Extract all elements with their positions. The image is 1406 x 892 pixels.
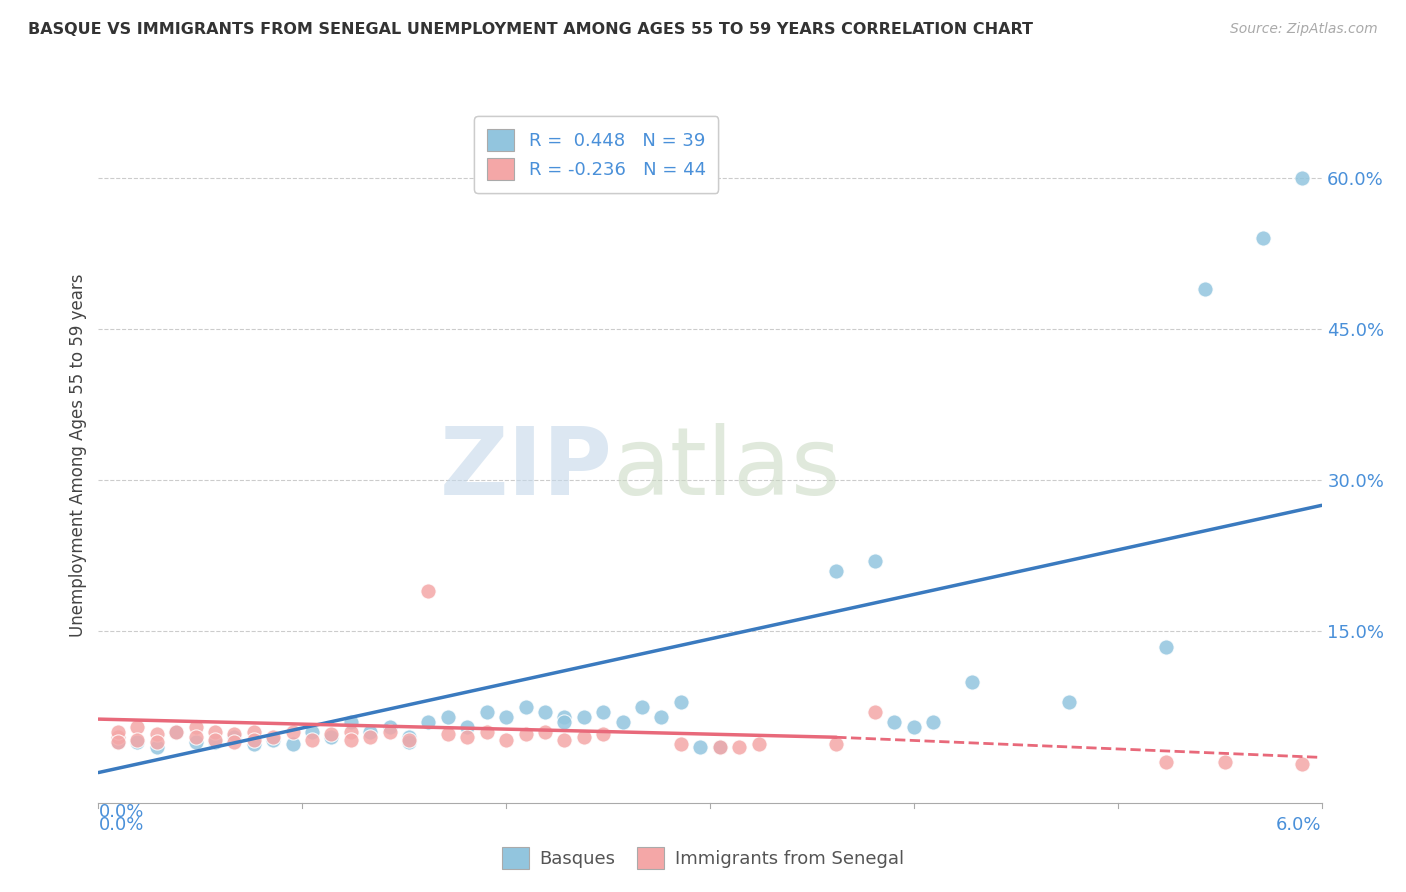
- Point: [145, 740, 167, 755]
- Point: [127, 733, 149, 747]
- Point: [224, 735, 246, 749]
- Point: [224, 727, 246, 741]
- Point: [709, 740, 731, 755]
- Point: [204, 735, 226, 749]
- Point: [1057, 695, 1080, 709]
- Point: [145, 727, 167, 741]
- Point: [863, 705, 886, 719]
- Point: [825, 564, 848, 578]
- Point: [378, 725, 401, 739]
- Point: [475, 705, 498, 719]
- Point: [631, 700, 654, 714]
- Point: [340, 715, 363, 730]
- Point: [184, 720, 207, 734]
- Point: [301, 733, 323, 747]
- Point: [728, 740, 751, 755]
- Point: [1213, 756, 1236, 770]
- Point: [262, 733, 284, 747]
- Legend: R =  0.448   N = 39, R = -0.236   N = 44: R = 0.448 N = 39, R = -0.236 N = 44: [474, 116, 718, 193]
- Point: [107, 735, 129, 749]
- Point: [340, 725, 363, 739]
- Point: [359, 725, 381, 739]
- Point: [107, 735, 129, 749]
- Point: [184, 735, 207, 749]
- Point: [437, 710, 460, 724]
- Point: [1194, 281, 1216, 295]
- Point: [418, 584, 440, 599]
- Point: [475, 725, 498, 739]
- Point: [553, 710, 575, 724]
- Point: [572, 710, 595, 724]
- Point: [863, 554, 886, 568]
- Point: [515, 700, 537, 714]
- Point: [669, 695, 692, 709]
- Point: [456, 731, 478, 745]
- Point: [534, 705, 557, 719]
- Point: [184, 731, 207, 745]
- Point: [553, 715, 575, 730]
- Point: [534, 725, 557, 739]
- Point: [224, 731, 246, 745]
- Point: [165, 725, 187, 739]
- Point: [922, 715, 945, 730]
- Point: [650, 710, 672, 724]
- Point: [301, 725, 323, 739]
- Point: [515, 727, 537, 741]
- Point: [418, 715, 440, 730]
- Point: [709, 740, 731, 755]
- Point: [553, 733, 575, 747]
- Point: [127, 720, 149, 734]
- Point: [592, 727, 614, 741]
- Point: [1291, 170, 1313, 185]
- Point: [321, 727, 343, 741]
- Point: [127, 735, 149, 749]
- Point: [340, 733, 363, 747]
- Point: [204, 733, 226, 747]
- Point: [145, 735, 167, 749]
- Point: [107, 731, 129, 745]
- Text: 0.0%: 0.0%: [98, 803, 143, 821]
- Point: [612, 715, 634, 730]
- Text: BASQUE VS IMMIGRANTS FROM SENEGAL UNEMPLOYMENT AMONG AGES 55 TO 59 YEARS CORRELA: BASQUE VS IMMIGRANTS FROM SENEGAL UNEMPL…: [28, 22, 1033, 37]
- Text: Source: ZipAtlas.com: Source: ZipAtlas.com: [1230, 22, 1378, 37]
- Point: [165, 725, 187, 739]
- Point: [281, 737, 304, 751]
- Point: [495, 710, 517, 724]
- Point: [359, 731, 381, 745]
- Point: [748, 737, 770, 751]
- Point: [107, 725, 129, 739]
- Point: [398, 733, 420, 747]
- Point: [960, 674, 983, 689]
- Point: [398, 731, 420, 745]
- Point: [883, 715, 905, 730]
- Point: [1291, 757, 1313, 772]
- Text: 6.0%: 6.0%: [1277, 816, 1322, 834]
- Text: 0.0%: 0.0%: [98, 816, 143, 834]
- Point: [321, 731, 343, 745]
- Point: [262, 731, 284, 745]
- Point: [242, 725, 264, 739]
- Point: [378, 720, 401, 734]
- Point: [456, 720, 478, 734]
- Point: [281, 725, 304, 739]
- Point: [689, 740, 711, 755]
- Legend: Basques, Immigrants from Senegal: Basques, Immigrants from Senegal: [492, 838, 914, 879]
- Point: [242, 737, 264, 751]
- Point: [572, 731, 595, 745]
- Point: [1156, 640, 1178, 654]
- Point: [242, 733, 264, 747]
- Point: [437, 727, 460, 741]
- Point: [903, 720, 925, 734]
- Point: [1253, 231, 1275, 245]
- Point: [495, 733, 517, 747]
- Point: [1156, 756, 1178, 770]
- Point: [669, 737, 692, 751]
- Text: ZIP: ZIP: [439, 423, 612, 515]
- Point: [204, 725, 226, 739]
- Point: [592, 705, 614, 719]
- Text: atlas: atlas: [612, 423, 841, 515]
- Point: [825, 737, 848, 751]
- Y-axis label: Unemployment Among Ages 55 to 59 years: Unemployment Among Ages 55 to 59 years: [69, 273, 87, 637]
- Point: [398, 735, 420, 749]
